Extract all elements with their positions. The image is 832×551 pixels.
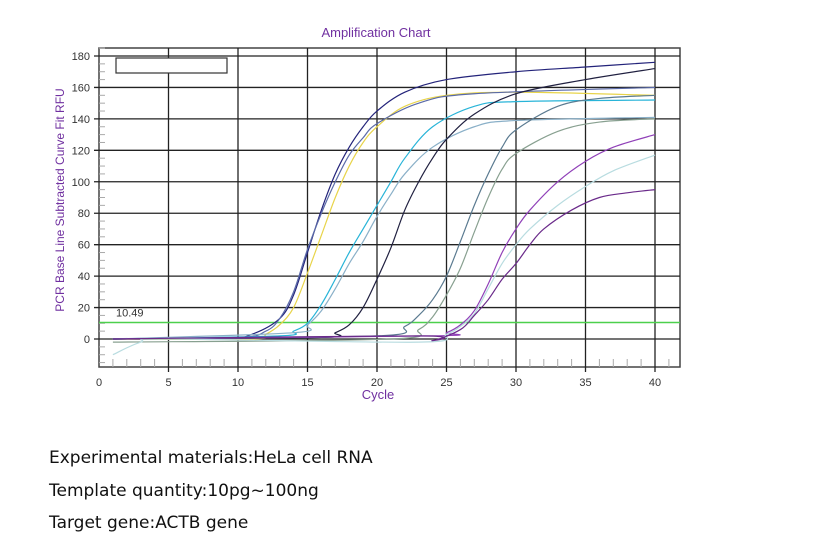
y-tick-label: 40 (78, 271, 90, 283)
series-line-s8 (112, 118, 656, 343)
y-tick-label: 80 (78, 208, 90, 220)
series-line-s4 (112, 99, 656, 340)
y-tick-label: 20 (78, 303, 90, 315)
y-tick-label: 100 (72, 177, 90, 189)
x-tick-label: 20 (371, 377, 383, 389)
y-tick-label: 0 (84, 334, 90, 346)
y-tick-label: 120 (72, 145, 90, 157)
x-tick-label: 15 (301, 377, 313, 389)
plot-area (98, 47, 681, 368)
x-tick-label: 0 (96, 377, 102, 389)
x-tick-label: 35 (579, 377, 591, 389)
series-line-s11 (112, 189, 656, 342)
series-line-s3 (112, 86, 656, 340)
chart-title: Amplification Chart (321, 25, 430, 40)
x-axis-label: Cycle (362, 387, 395, 402)
x-tick-label: 30 (510, 377, 522, 389)
x-tick-label: 40 (649, 377, 661, 389)
y-tick-label: 60 (78, 240, 90, 252)
series-line-s10 (112, 154, 656, 356)
series-line-s5 (112, 116, 656, 340)
x-tick-label: 25 (440, 377, 452, 389)
y-tick-label: 180 (72, 51, 90, 63)
y-axis-label: PCR Base Line Subtracted Curve Fit RFU (53, 88, 67, 311)
series-line-s1 (112, 61, 656, 340)
series-line-s6 (112, 67, 656, 340)
x-tick-label: 10 (232, 377, 244, 389)
x-tick-label: 5 (165, 377, 171, 389)
amplification-chart: 0 20 40 60 80 100 120 140 160 180 0 5 10 15 20 25 30 35 40… (53, 25, 681, 402)
series-line-s7 (112, 94, 656, 340)
legend-box (115, 57, 228, 74)
caption-target: Target gene:ACTB gene (49, 513, 249, 533)
caption-materials: Experimental materials:HeLa cell RNA (49, 448, 373, 468)
y-tick-label: 160 (72, 82, 90, 94)
threshold-label: 10.49 (116, 308, 144, 320)
caption-quantity: Template quantity:10pg~100ng (49, 481, 319, 501)
y-tick-label: 140 (72, 114, 90, 126)
